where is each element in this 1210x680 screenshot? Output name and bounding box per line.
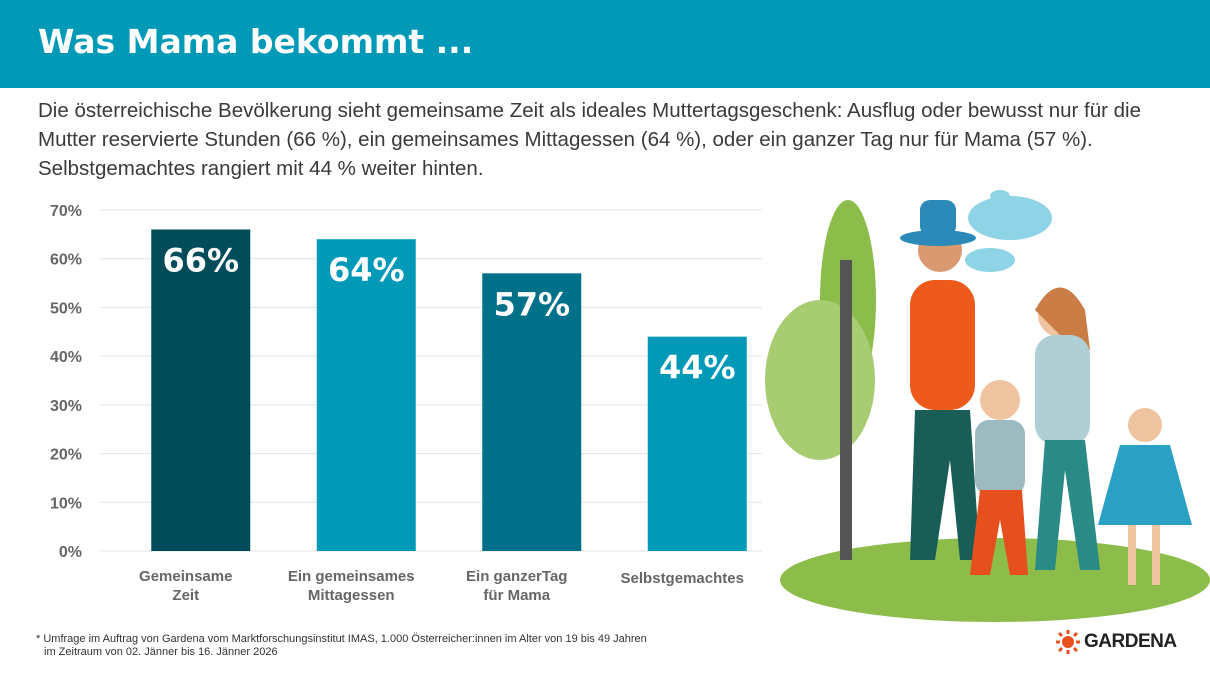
gardena-sun-icon bbox=[1056, 630, 1080, 654]
bar bbox=[647, 336, 747, 551]
data-label: 44% bbox=[659, 349, 736, 387]
bar bbox=[316, 239, 416, 551]
y-tick-label: 0% bbox=[59, 544, 82, 561]
footnote-line-2: im Zeitraum von 02. Jänner bis 16. Jänne… bbox=[44, 646, 278, 658]
footnote-line-1: * Umfrage im Auftrag von Gardena vom Mar… bbox=[36, 633, 647, 645]
y-tick-label: 30% bbox=[50, 398, 82, 415]
x-tick-label: Gemeinsame bbox=[139, 568, 232, 585]
bar bbox=[482, 273, 582, 551]
x-tick-label: Zeit bbox=[172, 587, 199, 604]
data-label: 66% bbox=[162, 241, 239, 279]
y-tick-label: 50% bbox=[50, 300, 82, 317]
bar-chart: 0% 10% 20% 30% 40% 50% 60% 70% 66% Gemeinsame Zeit… bbox=[50, 203, 762, 604]
y-tick-label: 20% bbox=[50, 447, 82, 464]
data-label: 64% bbox=[328, 251, 405, 289]
data-label: 57% bbox=[493, 285, 570, 323]
subtitle: Die österreichische Bevölkerung sieht ge… bbox=[38, 99, 1142, 180]
x-tick-label: Ein ganzerTag bbox=[466, 568, 567, 585]
bar bbox=[151, 229, 251, 551]
footnote: * Umfrage im Auftrag von Gardena vom Mar… bbox=[36, 633, 647, 659]
x-tick-label: Ein gemeinsames bbox=[288, 568, 415, 585]
family-illustration bbox=[765, 190, 1210, 622]
page-title: Was Mama bekommt ... bbox=[38, 22, 474, 61]
logo-text: GARDENA bbox=[1084, 631, 1177, 652]
x-tick-label: Selbstgemachtes bbox=[621, 570, 744, 587]
header-bar: Was Mama bekommt ... bbox=[0, 0, 1210, 88]
y-tick-label: 10% bbox=[50, 495, 82, 512]
x-tick-label: Mittagessen bbox=[308, 587, 395, 604]
y-tick-label: 70% bbox=[50, 203, 82, 220]
x-tick-label: für Mama bbox=[483, 587, 550, 604]
gardena-logo: GARDENA bbox=[1056, 630, 1177, 654]
y-tick-label: 60% bbox=[50, 252, 82, 269]
y-tick-label: 40% bbox=[50, 349, 82, 366]
